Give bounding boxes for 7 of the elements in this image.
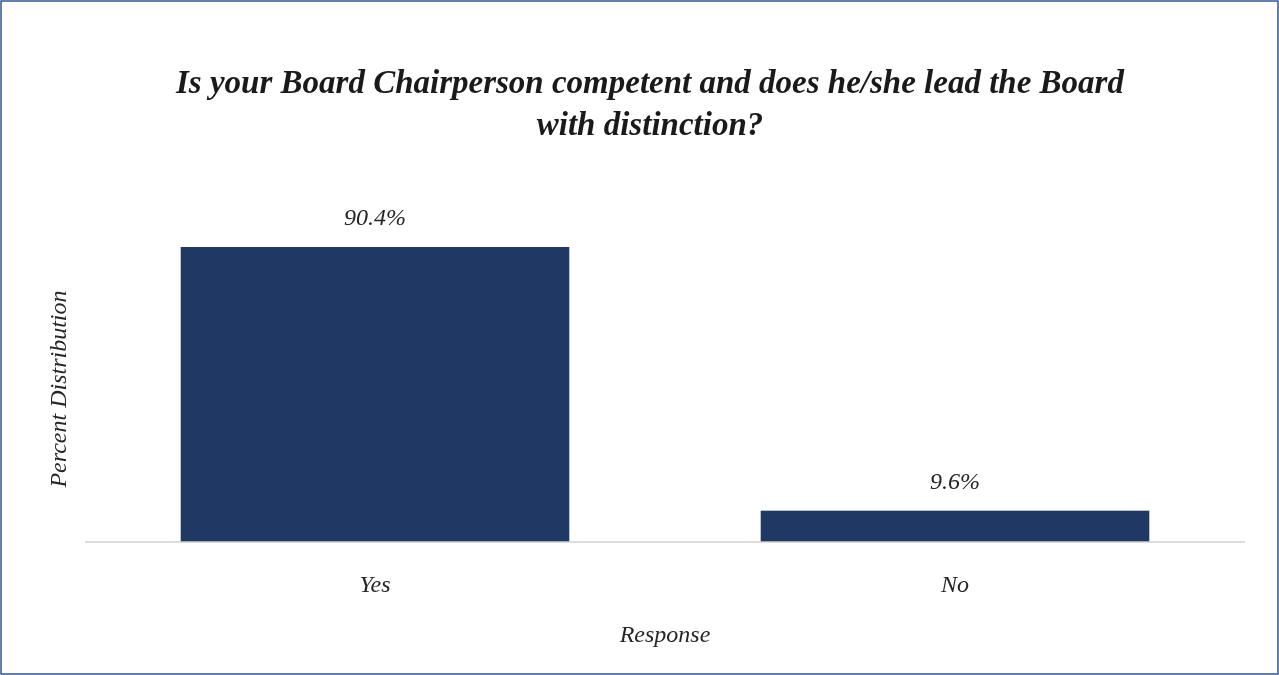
x-tick-label: Yes — [359, 571, 391, 597]
data-label: 9.6% — [930, 467, 980, 494]
y-axis-title: Percent Distribution — [45, 290, 71, 489]
chart-title: Is your Board Chairperson competent and does he/she lead the Board with distinction? — [175, 64, 1125, 142]
x-axis-title: Response — [618, 621, 711, 647]
x-tick-label: No — [939, 571, 970, 597]
data-label: 90.4% — [344, 204, 406, 230]
